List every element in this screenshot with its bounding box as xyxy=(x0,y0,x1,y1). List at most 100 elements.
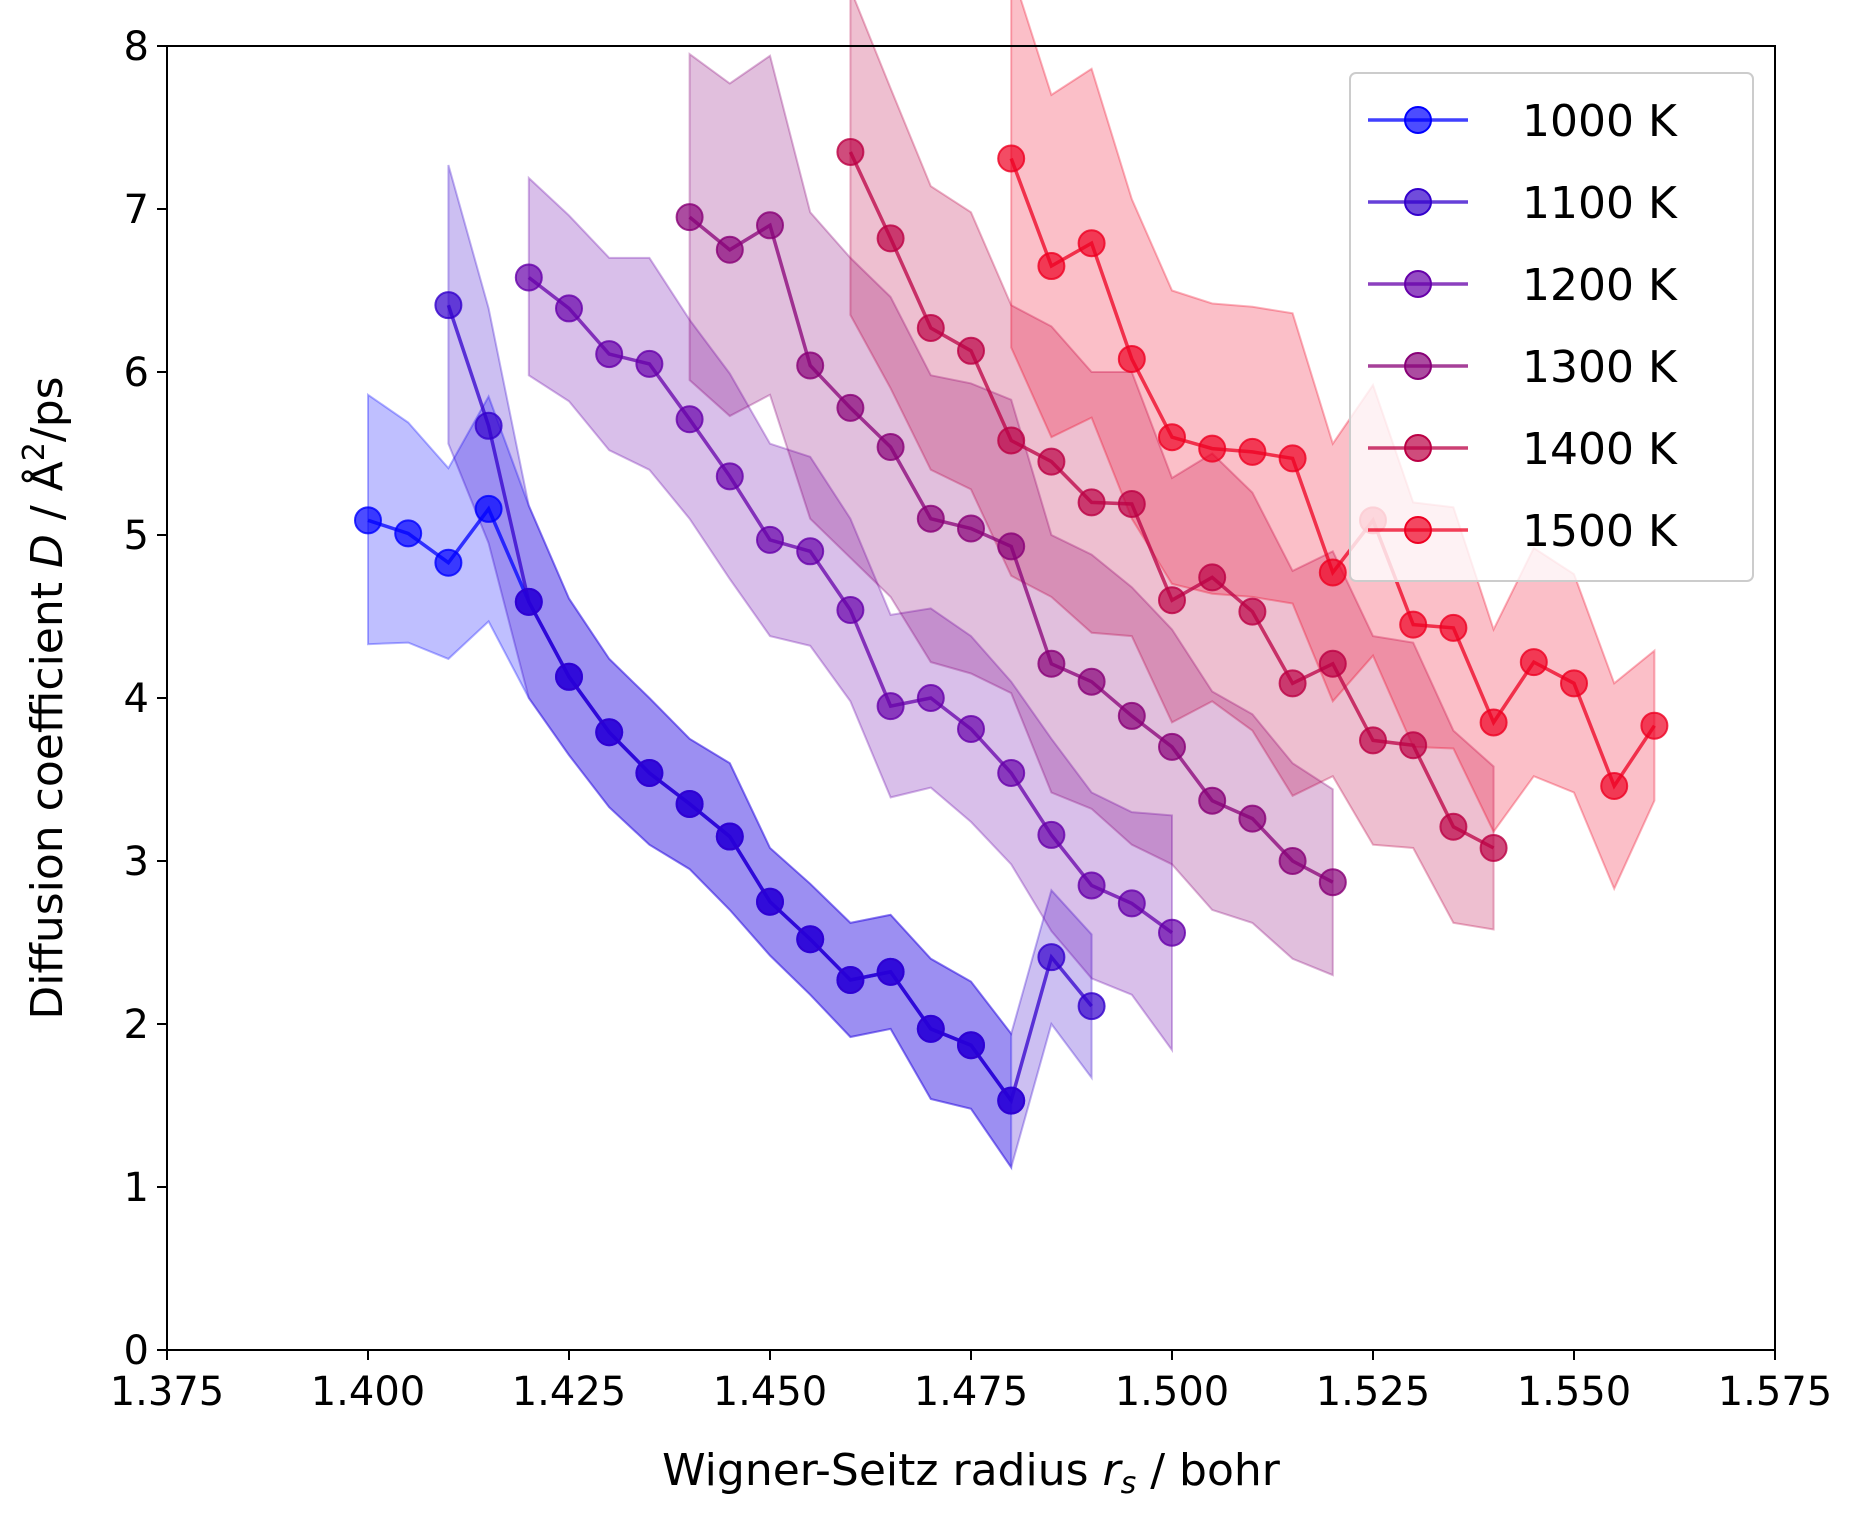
x-axis-ticks: 1.375 1.400 1.425 1.450 1.475 1.500 1.525 1.550… xyxy=(110,1350,1833,1415)
x-tick-label: 1.525 xyxy=(1316,1369,1431,1415)
point-1400-k xyxy=(1198,563,1227,592)
x-tick-label: 1.425 xyxy=(512,1369,627,1415)
legend-label: 1100 K xyxy=(1522,178,1678,229)
point-1500-k xyxy=(1640,711,1669,740)
point-1200-k xyxy=(876,692,905,721)
point-1500-k xyxy=(1037,252,1066,281)
point-1100-k xyxy=(474,411,503,440)
point-1300-k xyxy=(1238,804,1267,833)
y-tick-label: 6 xyxy=(124,350,149,396)
x-tick-label: 1.550 xyxy=(1517,1369,1632,1415)
point-1200-k xyxy=(1158,918,1186,947)
x-tick-label: 1.500 xyxy=(1115,1369,1230,1415)
point-1200-k xyxy=(796,537,825,566)
legend-marker xyxy=(1404,270,1432,298)
point-1300-k xyxy=(675,203,704,232)
point-1100-k xyxy=(997,1086,1026,1115)
point-1400-k xyxy=(1077,488,1106,517)
point-1400-k xyxy=(876,224,905,253)
point-1100-k xyxy=(635,758,664,787)
point-1100-k xyxy=(1077,992,1106,1021)
legend-marker xyxy=(1404,516,1432,544)
point-1100-k xyxy=(675,789,704,818)
point-1200-k xyxy=(997,758,1026,787)
point-1000-k xyxy=(394,519,423,548)
point-1500-k xyxy=(1158,423,1186,452)
band-1500-k xyxy=(1010,0,1656,892)
band-1400-k xyxy=(849,0,1495,931)
x-tick-label: 1.475 xyxy=(914,1369,1029,1415)
point-1300-k xyxy=(1158,732,1186,761)
point-1300-k xyxy=(756,211,784,240)
legend-marker xyxy=(1404,188,1432,216)
point-1000-k xyxy=(434,548,463,577)
y-tick-label: 8 xyxy=(124,24,149,70)
legend-marker xyxy=(1404,352,1432,380)
point-1200-k xyxy=(916,684,945,712)
point-1500-k xyxy=(1479,708,1508,737)
y-tick-label: 7 xyxy=(124,187,149,233)
point-1200-k xyxy=(957,714,985,743)
x-axis-label: Wigner-Seitz radius rs / bohr xyxy=(662,1445,1281,1501)
point-1400-k xyxy=(836,137,865,166)
point-1300-k xyxy=(876,432,905,461)
point-1200-k xyxy=(635,349,664,378)
point-1400-k xyxy=(1318,649,1347,678)
point-1400-k xyxy=(1158,586,1186,615)
point-1400-k xyxy=(1359,726,1387,755)
point-1500-k xyxy=(1238,437,1267,466)
x-tick-label: 1.575 xyxy=(1718,1369,1833,1415)
point-1400-k xyxy=(916,313,945,342)
point-1100-k xyxy=(555,662,583,691)
point-1500-k xyxy=(997,144,1026,173)
legend-marker xyxy=(1404,434,1432,462)
legend-label: 1400 K xyxy=(1522,424,1678,475)
point-1400-k xyxy=(1037,447,1066,476)
point-1200-k xyxy=(1117,889,1146,918)
y-tick-label: 5 xyxy=(124,513,149,559)
point-1300-k xyxy=(957,514,985,543)
point-1500-k xyxy=(1077,229,1106,258)
point-1400-k xyxy=(1238,597,1267,626)
point-1100-k xyxy=(957,1031,985,1060)
point-1300-k xyxy=(836,393,865,422)
point-1100-k xyxy=(595,718,624,747)
point-1100-k xyxy=(796,925,825,954)
legend-label: 1500 K xyxy=(1522,506,1678,557)
point-1300-k xyxy=(1278,847,1307,875)
point-1200-k xyxy=(715,462,744,491)
point-1200-k xyxy=(514,263,543,292)
point-1200-k xyxy=(595,340,624,369)
point-1300-k xyxy=(916,504,945,533)
legend-marker xyxy=(1404,106,1432,134)
legend-label: 1300 K xyxy=(1522,342,1678,393)
point-1300-k xyxy=(1037,649,1066,678)
point-1500-k xyxy=(1439,613,1468,642)
point-1400-k xyxy=(997,426,1026,455)
point-1500-k xyxy=(1318,558,1347,587)
legend: 1000 K 1100 K 1200 K 1300 K 1400 K 1500 K xyxy=(1349,72,1754,582)
point-1500-k xyxy=(1560,669,1588,698)
point-1000-k xyxy=(474,494,503,523)
point-1200-k xyxy=(756,525,784,554)
y-tick-label: 2 xyxy=(124,1002,149,1048)
point-1200-k xyxy=(836,595,865,624)
point-1500-k xyxy=(1399,610,1428,639)
y-axis-label: Diffusion coefficient D / Å2/ps xyxy=(17,376,73,1019)
point-1400-k xyxy=(1479,833,1508,862)
point-1500-k xyxy=(1117,344,1146,373)
point-1500-k xyxy=(1519,648,1548,677)
point-1400-k xyxy=(1117,490,1146,519)
x-tick-label: 1.375 xyxy=(110,1369,225,1415)
x-tick-label: 1.400 xyxy=(311,1369,426,1415)
point-1300-k xyxy=(1198,786,1227,815)
point-1100-k xyxy=(836,965,865,994)
point-1300-k xyxy=(1318,868,1347,897)
point-1400-k xyxy=(957,336,985,365)
y-tick-label: 0 xyxy=(124,1328,149,1374)
point-1100-k xyxy=(514,587,543,616)
point-1500-k xyxy=(1600,772,1629,801)
point-1000-k xyxy=(354,506,382,535)
point-1100-k xyxy=(916,1014,945,1043)
